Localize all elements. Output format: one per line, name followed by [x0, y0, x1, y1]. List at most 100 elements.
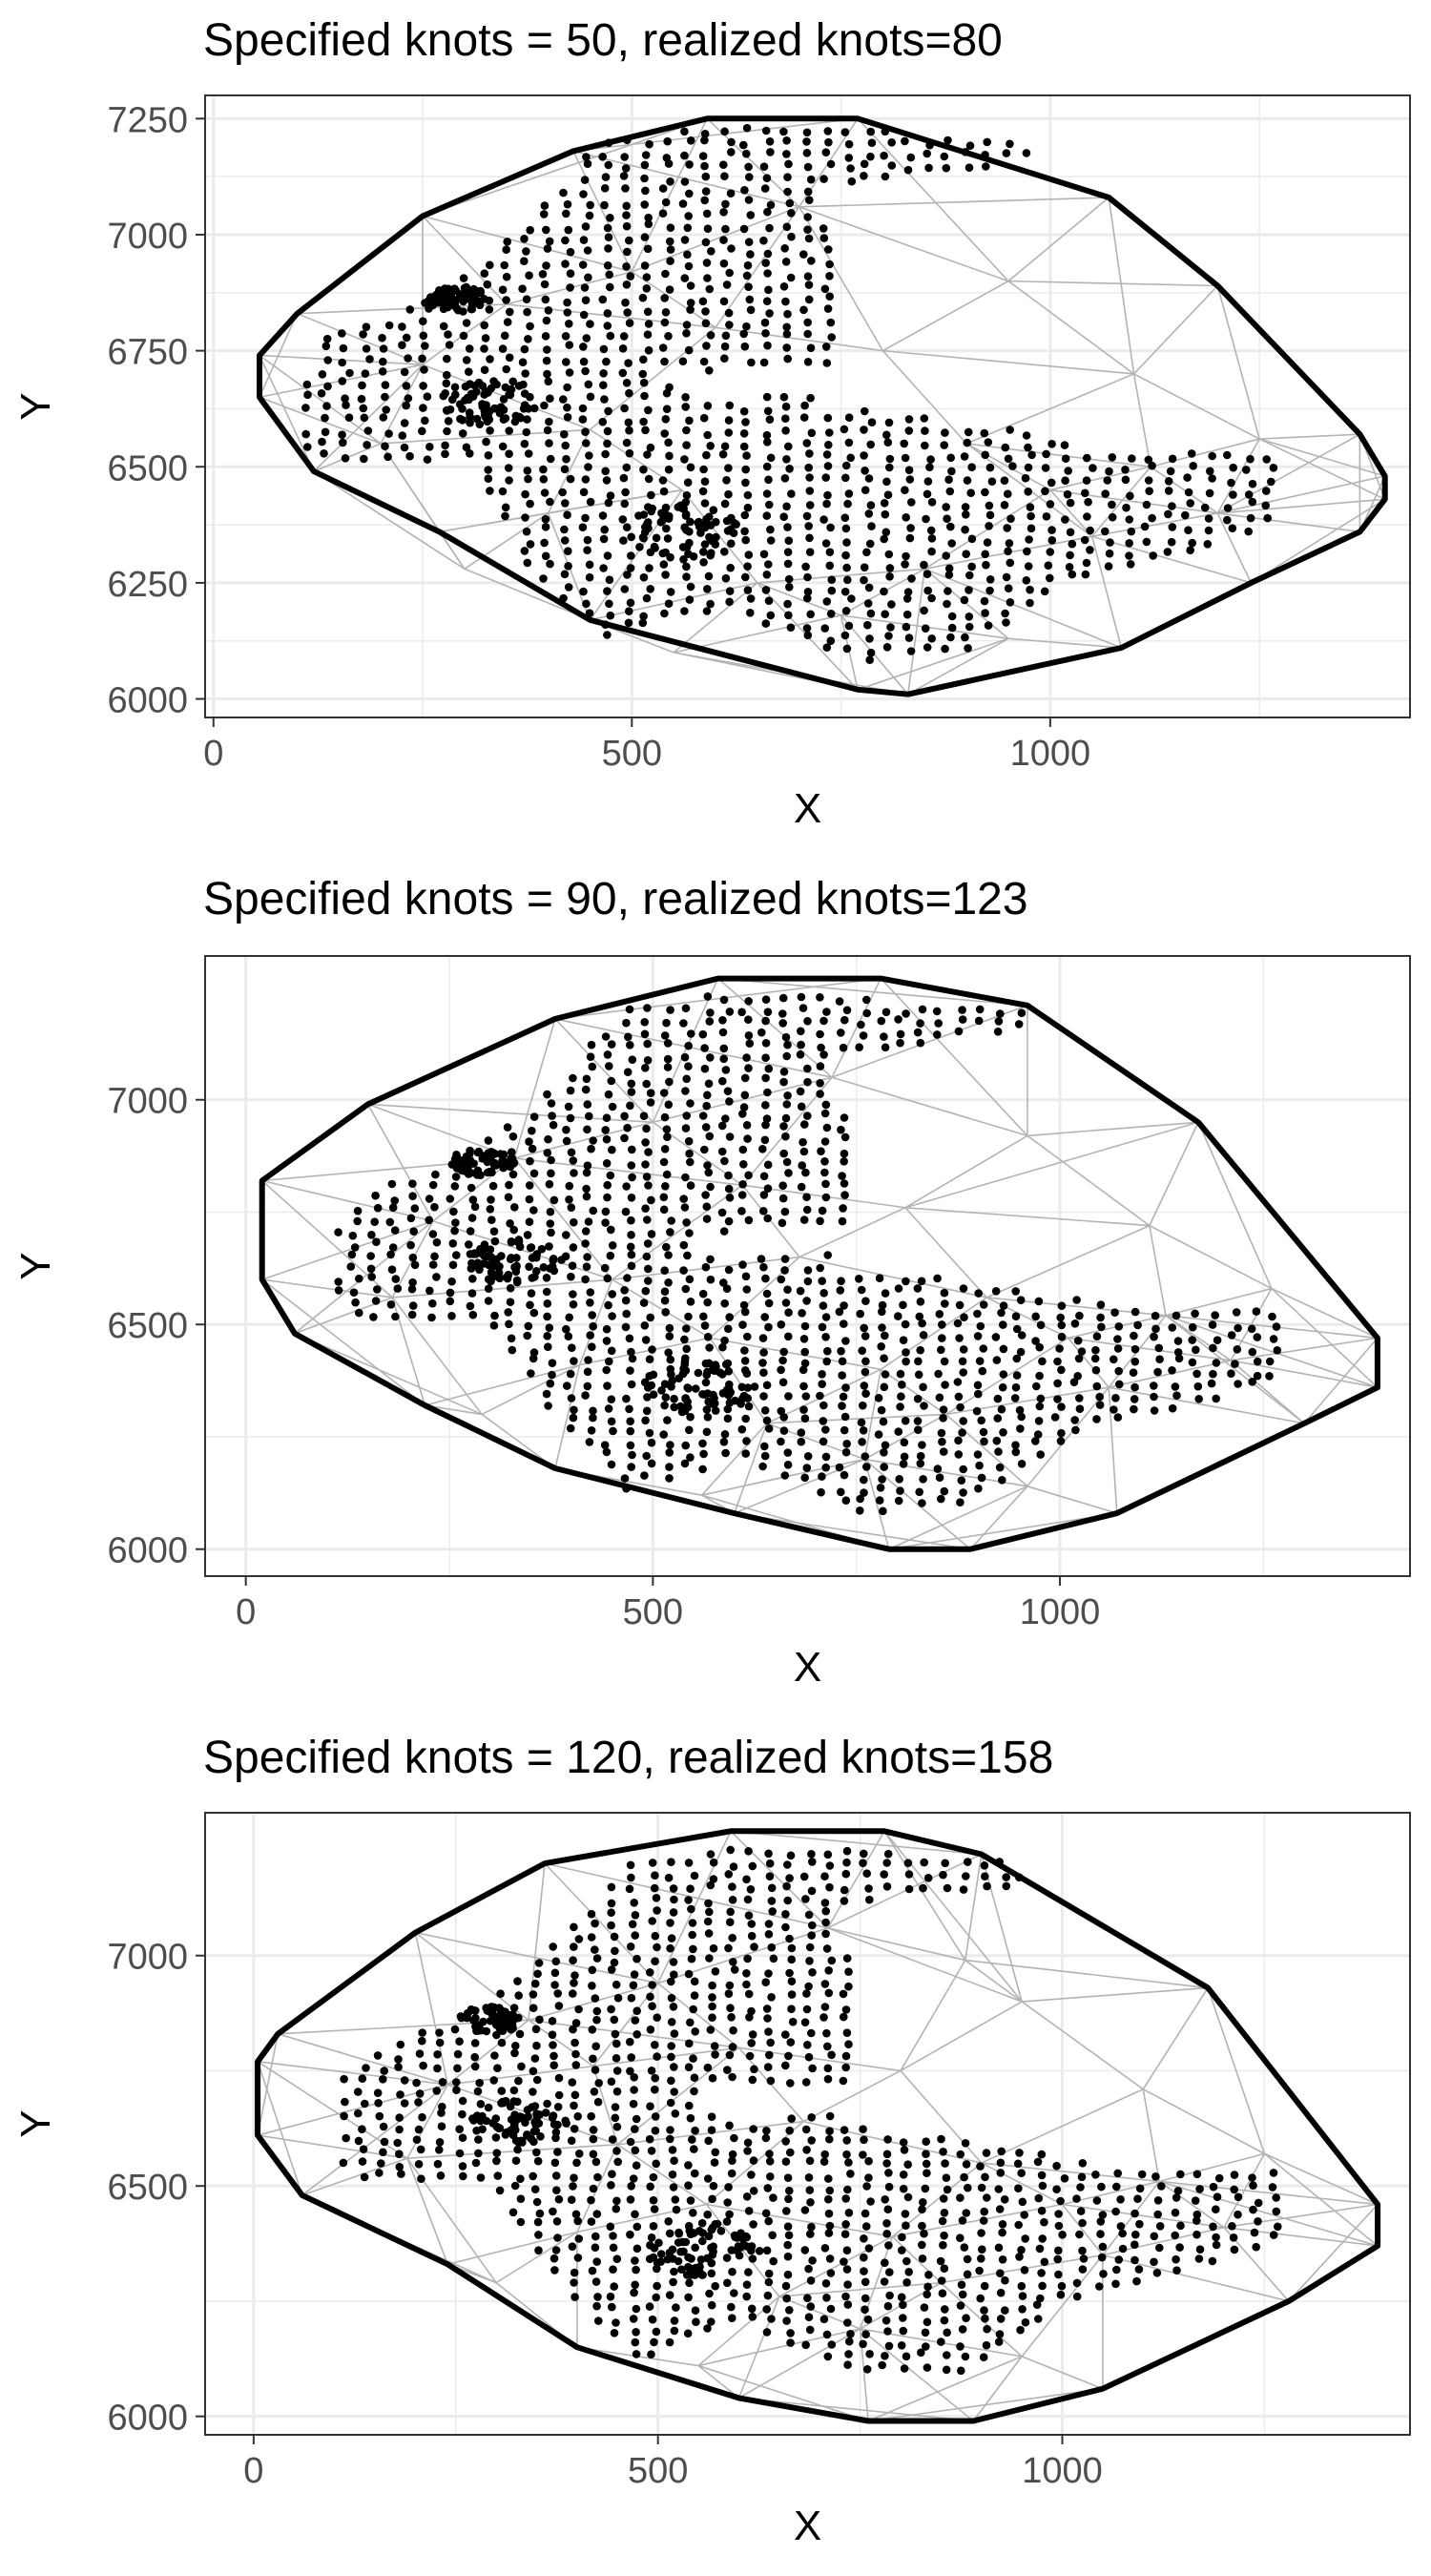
mesh-edge [741, 1184, 800, 1258]
data-point [941, 1859, 949, 1868]
data-point [726, 1918, 735, 1926]
data-point [783, 523, 792, 531]
data-point [954, 1027, 964, 1036]
data-point [1274, 2222, 1282, 2232]
data-point [838, 1371, 846, 1380]
data-point [682, 329, 691, 338]
data-point [864, 474, 874, 483]
data-point [685, 1149, 694, 1158]
data-point [787, 1990, 797, 1999]
data-point [355, 1274, 363, 1283]
data-point [622, 221, 632, 231]
data-point [861, 2277, 870, 2287]
data-point [1081, 488, 1089, 498]
data-point [1135, 2219, 1144, 2229]
data-point [721, 331, 731, 341]
data-point [1046, 573, 1054, 583]
data-point [944, 564, 954, 573]
data-point [902, 594, 912, 603]
data-point [566, 1369, 575, 1379]
data-point [545, 439, 553, 447]
data-point [883, 2327, 892, 2336]
chart-title: Specified knots = 120, realized knots=15… [203, 1733, 1053, 1783]
data-point [797, 1027, 805, 1036]
data-point [706, 533, 715, 543]
data-point [818, 1370, 826, 1379]
data-point [545, 1323, 554, 1332]
data-point [973, 1381, 983, 1390]
data-point [1070, 1416, 1079, 1424]
data-point [607, 1395, 616, 1403]
data-point [527, 1289, 536, 1298]
data-point [532, 2041, 541, 2050]
data-point [881, 1043, 890, 1052]
data-point [927, 547, 936, 556]
data-point [586, 1331, 594, 1340]
data-point [842, 2150, 851, 2159]
data-point [591, 2066, 600, 2074]
data-point [807, 1850, 816, 1859]
data-point [548, 2030, 557, 2039]
data-point [1134, 2265, 1144, 2274]
mesh-edge [831, 1076, 1028, 1137]
data-point [857, 1418, 866, 1427]
data-point [650, 2337, 658, 2347]
data-point [904, 1870, 914, 1879]
data-point [502, 296, 510, 304]
data-point [716, 2227, 726, 2235]
data-point [622, 463, 632, 472]
mesh-edge [261, 1179, 434, 1222]
data-point [840, 2012, 848, 2022]
data-point [543, 426, 552, 435]
data-point [982, 560, 990, 570]
data-point [709, 1858, 718, 1867]
data-point [976, 2162, 985, 2171]
data-point [486, 355, 494, 364]
data-point [1172, 2254, 1180, 2264]
data-point [979, 1427, 988, 1437]
data-point [1015, 2253, 1024, 2261]
data-point [1150, 2257, 1158, 2267]
data-point [358, 381, 366, 390]
data-point [946, 633, 955, 642]
data-point [398, 341, 406, 350]
data-point [646, 2102, 654, 2110]
data-point [880, 499, 889, 508]
data-point [742, 1980, 751, 1989]
data-point [543, 369, 551, 379]
data-point [863, 599, 873, 608]
mesh-edge [259, 396, 382, 445]
data-point [718, 449, 728, 459]
data-point [498, 442, 508, 451]
data-point [1027, 524, 1036, 533]
data-point [784, 159, 793, 169]
data-point [619, 332, 629, 341]
data-point [570, 2090, 580, 2100]
data-point [947, 623, 957, 633]
data-point [778, 993, 788, 1003]
data-point [976, 2294, 985, 2303]
data-point [742, 1437, 751, 1445]
data-point [516, 2217, 526, 2227]
data-point [819, 2315, 829, 2324]
plot-border [204, 94, 1411, 718]
data-point [719, 1227, 729, 1236]
data-point [404, 394, 413, 403]
mesh-edge [1007, 280, 1135, 375]
data-point [1078, 2218, 1087, 2228]
data-point [658, 209, 668, 218]
mesh-edge [673, 582, 758, 654]
data-point [705, 512, 714, 521]
data-point [684, 1384, 693, 1393]
data-point [433, 2050, 442, 2059]
data-point [822, 1008, 831, 1016]
data-point [1096, 1313, 1105, 1322]
data-point [546, 454, 555, 464]
data-point [698, 1029, 708, 1039]
data-point [998, 2255, 1007, 2264]
data-point [709, 506, 718, 514]
data-point [656, 2250, 666, 2258]
mesh-edge [730, 1830, 982, 1856]
data-point [661, 1182, 670, 1191]
data-point [817, 1147, 825, 1155]
